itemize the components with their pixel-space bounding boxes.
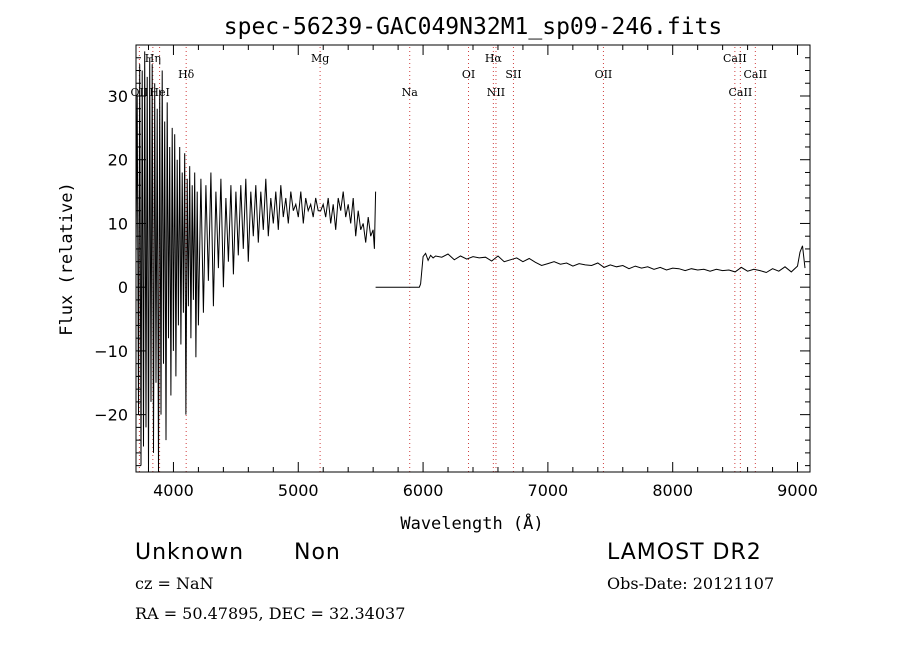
spectral-line-label: NII xyxy=(487,86,505,99)
spectral-line-label: Hδ xyxy=(178,68,195,81)
x-axis-label: Wavelength (Å) xyxy=(400,512,543,534)
object-subclass: Non xyxy=(294,540,341,565)
y-tick-label: 20 xyxy=(108,151,128,170)
spectrum-series-line xyxy=(375,283,422,288)
spectral-line-label: OII xyxy=(595,68,613,81)
coordinates: RA = 50.47895, DEC = 32.34037 xyxy=(135,604,406,623)
x-tick-label: 7000 xyxy=(528,481,569,500)
spectrum-series-line xyxy=(135,51,377,473)
spectral-line-label: Mg xyxy=(311,52,329,65)
y-axis-label: Flux (relative) xyxy=(57,182,77,336)
spectral-line-label: CaII xyxy=(723,52,747,65)
plot-frame xyxy=(135,44,811,473)
y-tick-label: 10 xyxy=(108,214,128,233)
chart-title: spec-56239-GAC049N32M1_sp09-246.fits xyxy=(224,14,723,40)
spectrum-series-line xyxy=(420,245,806,285)
spectral-line-label: Hη xyxy=(145,52,161,65)
observation-date: Obs-Date: 20121107 xyxy=(607,574,775,593)
x-tick-label: 5000 xyxy=(278,481,319,500)
y-tick-label: 0 xyxy=(118,278,128,297)
object-class: Unknown xyxy=(135,540,245,565)
spectral-line-label: Na xyxy=(402,86,419,99)
y-tick-label: −20 xyxy=(94,406,128,425)
y-tick-label: −10 xyxy=(94,342,128,361)
spectral-line-label: Hα xyxy=(485,52,503,65)
x-tick-label: 4000 xyxy=(153,481,194,500)
redshift-value: cz = NaN xyxy=(135,574,214,593)
survey-name: LAMOST DR2 xyxy=(607,540,762,565)
spectral-line-label: SII xyxy=(505,68,521,81)
x-tick-label: 8000 xyxy=(652,481,693,500)
spectral-line-label: OI xyxy=(462,68,475,81)
spectral-line-label: CaII xyxy=(743,68,767,81)
y-tick-label: 30 xyxy=(108,87,128,106)
spectral-line-label: CaII xyxy=(729,86,753,99)
x-tick-label: 6000 xyxy=(403,481,444,500)
x-tick-label: 9000 xyxy=(777,481,818,500)
